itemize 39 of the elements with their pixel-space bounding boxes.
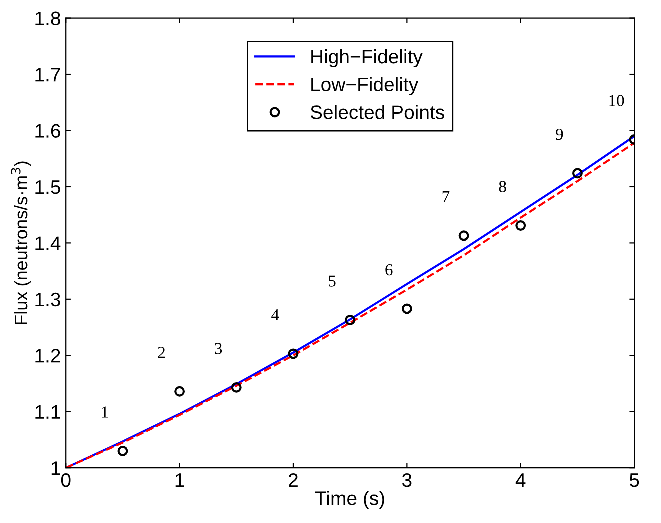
- annotation: 1: [102, 406, 108, 418]
- x-tick-label: 5: [630, 474, 640, 488]
- point: [231, 382, 242, 393]
- point: [458, 230, 470, 242]
- x-tick-label: 3: [402, 473, 412, 488]
- y-tick-label: 1.3: [36, 292, 60, 307]
- legend-label: Low−Fidelity: [312, 77, 419, 96]
- point: [345, 315, 356, 326]
- annotation: 8: [499, 181, 506, 192]
- point: [174, 386, 186, 397]
- y-tick-label: 1.5: [36, 180, 60, 194]
- annotation: 5: [329, 276, 336, 287]
- annotation: 2: [158, 347, 165, 358]
- annotation: 9: [556, 128, 564, 140]
- annotation: 4: [272, 309, 280, 320]
- legend-label: Selected Points: [310, 105, 444, 120]
- x-axis-title: Time (s): [315, 491, 384, 510]
- x-tick-label: 4: [516, 474, 526, 488]
- point: [402, 304, 412, 314]
- point: [118, 446, 128, 456]
- point: [288, 348, 299, 360]
- y-tick-label: 1.7: [36, 68, 60, 82]
- annotation: 3: [215, 343, 222, 354]
- y-tick-label: 1.1: [36, 406, 60, 419]
- annotation: 7: [442, 191, 450, 202]
- y-axis-title: Flux (neutrons/s·m$^{3}$): [11, 162, 32, 324]
- annotation: 6: [386, 264, 393, 276]
- legend-label: High−Fidelity: [312, 49, 423, 68]
- annotation: 10: [610, 95, 624, 106]
- y-tick-label: 1.6: [36, 124, 60, 138]
- x-tick-label: 0: [61, 473, 71, 488]
- y-tick-label: 1.8: [36, 12, 60, 26]
- point: [516, 220, 526, 231]
- y-tick-label: 1: [52, 462, 60, 476]
- x-tick-label: 2: [289, 473, 298, 488]
- x-tick-label: 1: [176, 474, 184, 488]
- y-tick-label: 1.2: [36, 349, 60, 363]
- y-tick-label: 1.4: [36, 236, 61, 250]
- point: [572, 168, 583, 179]
